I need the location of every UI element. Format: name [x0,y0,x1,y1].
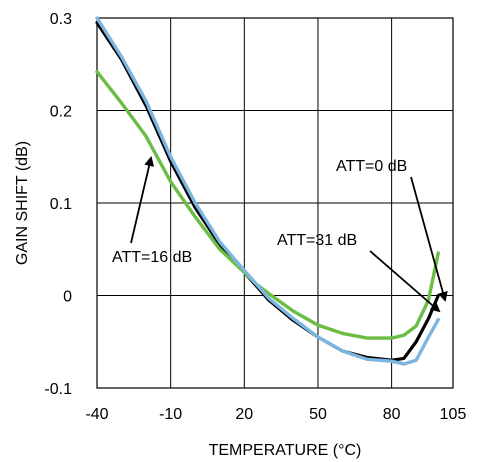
x-tick-label: 105 [440,406,467,423]
x-tick-labels: -40 -10 20 50 80 105 [85,406,466,423]
x-tick-label: 20 [235,406,253,423]
annotation-att16-label: ATT=16 dB [112,249,192,266]
annotation-att0-arrow [410,176,448,302]
series-line-att-31-db [95,16,440,366]
y-tick-label: -0.1 [44,381,72,398]
x-tick-label: -10 [159,406,182,423]
x-tick-label: 80 [383,406,401,423]
plot-frame [96,17,454,389]
series-line-att-16-db [95,69,440,340]
annotation-att31-label: ATT=31 dB [277,232,357,249]
grid-lines [97,18,453,388]
y-tick-label: 0 [63,289,72,306]
y-tick-label: 0.3 [50,11,72,28]
y-tick-labels: -0.1 0 0.1 0.2 0.3 [44,11,72,398]
annotation-layer: ATT=0 dB ATT=16 dB ATT=31 dB [112,156,448,313]
series-lines [95,16,440,366]
y-tick-label: 0.1 [50,196,72,213]
x-axis-title: TEMPERATURE (°C) [209,442,362,459]
annotation-att0-label: ATT=0 dB [336,158,407,175]
y-axis-title: GAIN SHIFT (dB) [14,141,31,265]
y-tick-label: 0.2 [50,104,72,121]
annotation-att31-arrow [369,250,441,313]
annotation-att16-arrow [130,156,155,244]
x-tick-label: -40 [85,406,108,423]
x-tick-label: 50 [309,406,327,423]
